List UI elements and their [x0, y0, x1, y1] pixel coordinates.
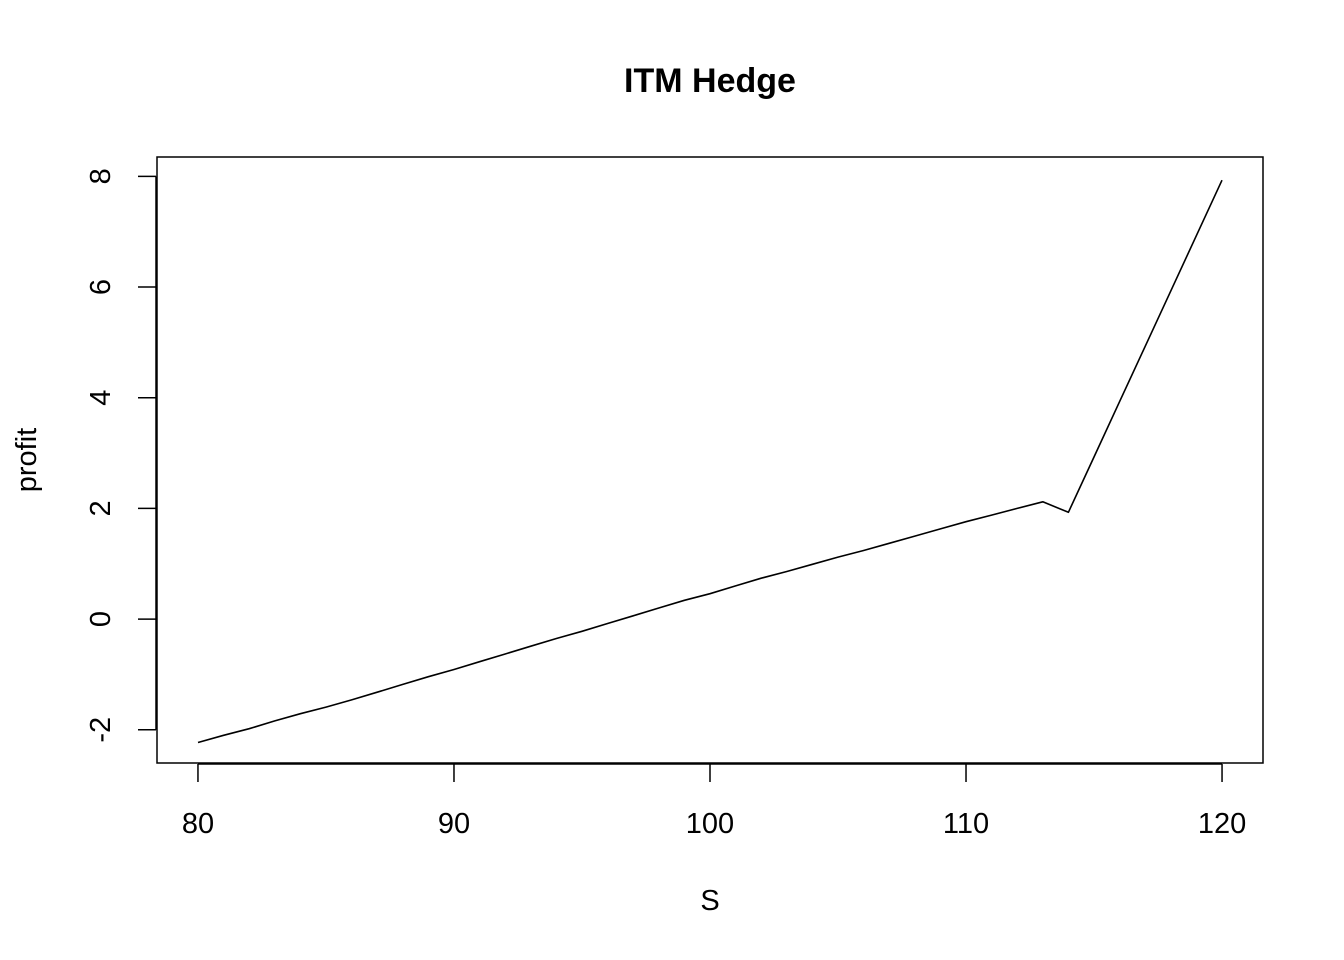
y-axis: -2 0 2 4 6 8 [85, 168, 157, 743]
y-tick-label: -2 [85, 717, 117, 743]
y-tick-label: 8 [85, 168, 117, 184]
chart-title: ITM Hedge [624, 62, 796, 100]
y-tick-label: 4 [85, 390, 117, 406]
x-tick-label: 90 [438, 808, 470, 840]
x-tick-label: 80 [182, 808, 214, 840]
y-axis-label: profit [11, 428, 43, 492]
x-tick-label: 100 [686, 808, 734, 840]
y-tick-label: 0 [85, 611, 117, 627]
x-axis: 80 90 100 110 120 [182, 763, 1246, 840]
plot-frame [156, 156, 1264, 764]
series-line-0 [197, 179, 1223, 744]
series-layer [197, 179, 1223, 744]
x-axis-label: S [700, 885, 719, 917]
x-tick-label: 110 [943, 808, 989, 840]
y-tick-label: 2 [85, 500, 117, 516]
x-tick-label: 120 [1198, 808, 1246, 840]
y-tick-label: 6 [85, 279, 117, 295]
